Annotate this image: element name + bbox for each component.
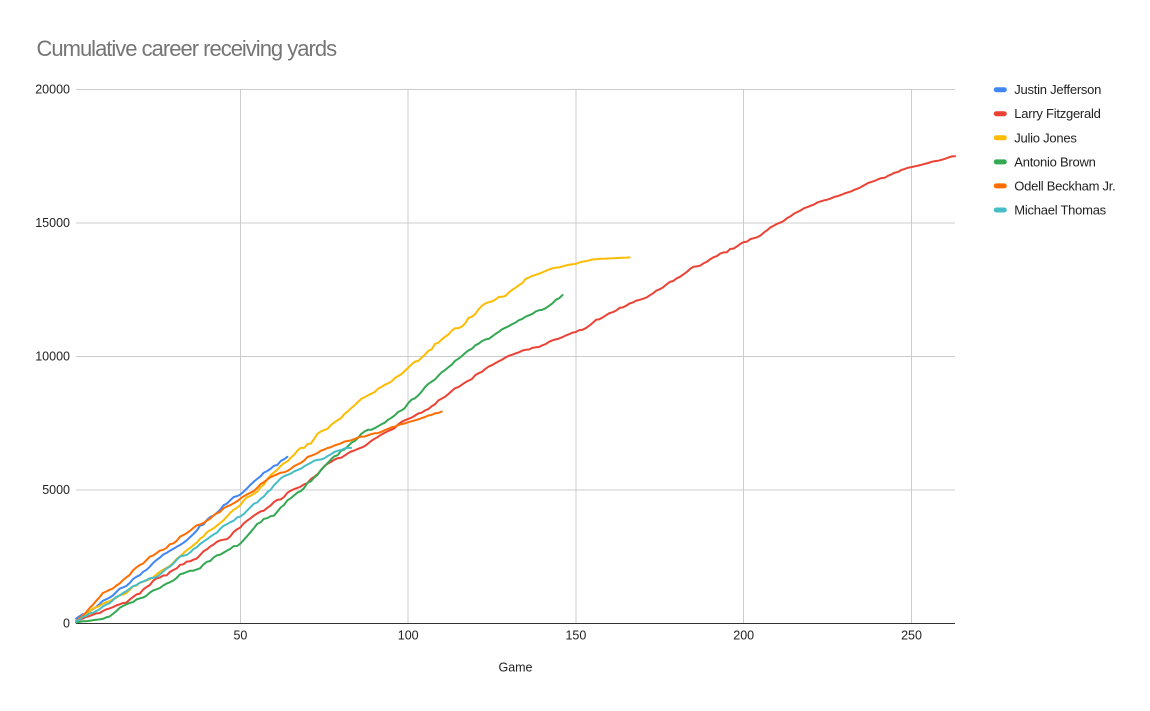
svg-text:0: 0 [63, 616, 70, 630]
svg-text:Antonio Brown: Antonio Brown [1014, 154, 1095, 169]
svg-text:Larry Fitzgerald: Larry Fitzgerald [1014, 106, 1100, 121]
svg-text:100: 100 [398, 629, 419, 643]
svg-text:Cumulative career receiving ya: Cumulative career receiving yards [37, 36, 338, 61]
svg-text:150: 150 [565, 629, 586, 643]
svg-text:50: 50 [233, 629, 247, 643]
svg-text:10000: 10000 [35, 350, 70, 364]
svg-text:15000: 15000 [35, 216, 70, 230]
svg-text:200: 200 [733, 629, 754, 643]
svg-text:Odell Beckham Jr.: Odell Beckham Jr. [1014, 178, 1115, 193]
svg-text:Julio Jones: Julio Jones [1014, 130, 1077, 145]
svg-text:250: 250 [901, 629, 922, 643]
svg-text:Michael Thomas: Michael Thomas [1014, 203, 1106, 218]
svg-text:20000: 20000 [35, 82, 70, 96]
svg-text:Justin Jefferson: Justin Jefferson [1014, 82, 1101, 97]
svg-text:5000: 5000 [42, 483, 70, 497]
svg-text:Game: Game [498, 661, 532, 675]
